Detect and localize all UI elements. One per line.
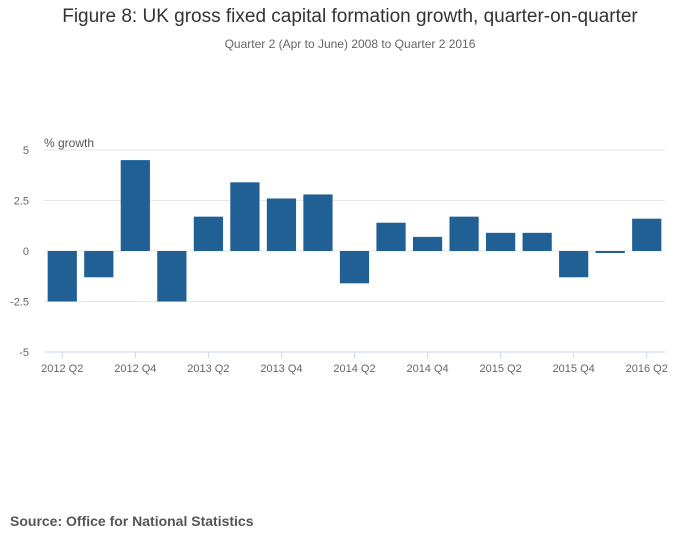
x-tick-label: 2012 Q2 xyxy=(41,363,83,375)
bar-2015-q4 xyxy=(559,251,589,278)
bar-2015-q1 xyxy=(449,216,479,251)
bar-2014-q4 xyxy=(412,236,443,251)
y-tick-label: -5 xyxy=(19,347,29,359)
x-tick-label: 2015 Q2 xyxy=(480,363,522,375)
bar-2015-q3 xyxy=(522,232,552,251)
y-tick-label: -2.5 xyxy=(10,297,29,309)
x-tick-label: 2016 Q2 xyxy=(626,363,668,375)
axes: 5 2.5 0 -2.5 -5 2012 Q2 2012 Q4 2013 Q2 2013 Q4 2… xyxy=(10,145,668,375)
bar-2016-q2 xyxy=(632,218,662,251)
bar-2015-q2 xyxy=(486,232,516,251)
bars xyxy=(47,160,662,302)
bar-2012-q3 xyxy=(84,251,114,278)
x-tick-label: 2013 Q2 xyxy=(187,363,229,375)
x-tick-label: 2012 Q4 xyxy=(114,363,156,375)
bar-2014-q3 xyxy=(376,222,406,251)
bar-2012-q2 xyxy=(47,251,77,302)
y-tick-label: 2.5 xyxy=(14,196,29,208)
bar-2012-q4 xyxy=(120,160,150,251)
y-tick-label: 0 xyxy=(23,246,29,258)
bar-2013-q2 xyxy=(193,216,223,251)
x-tick-label: 2014 Q4 xyxy=(406,363,448,375)
bar-2013-q4 xyxy=(266,198,297,251)
y-tick-label: 5 xyxy=(23,145,29,157)
chart-subtitle: Quarter 2 (Apr to June) 2008 to Quarter … xyxy=(224,37,476,51)
x-tick-label: 2013 Q4 xyxy=(260,363,302,375)
x-tick-label: 2014 Q2 xyxy=(333,363,375,375)
bar-2016-q1 xyxy=(595,251,625,254)
chart-title: Figure 8: UK gross fixed capital formati… xyxy=(62,6,638,27)
x-tick-label: 2015 Q4 xyxy=(553,363,595,375)
bar-2014-q2 xyxy=(339,251,370,284)
source-note: Source: Office for National Statistics xyxy=(10,513,254,529)
bar-2013-q3 xyxy=(230,182,260,251)
y-axis-unit-label: % growth xyxy=(44,136,94,150)
bar-2014-q1 xyxy=(303,194,333,251)
bar-2013-q1 xyxy=(157,251,187,302)
